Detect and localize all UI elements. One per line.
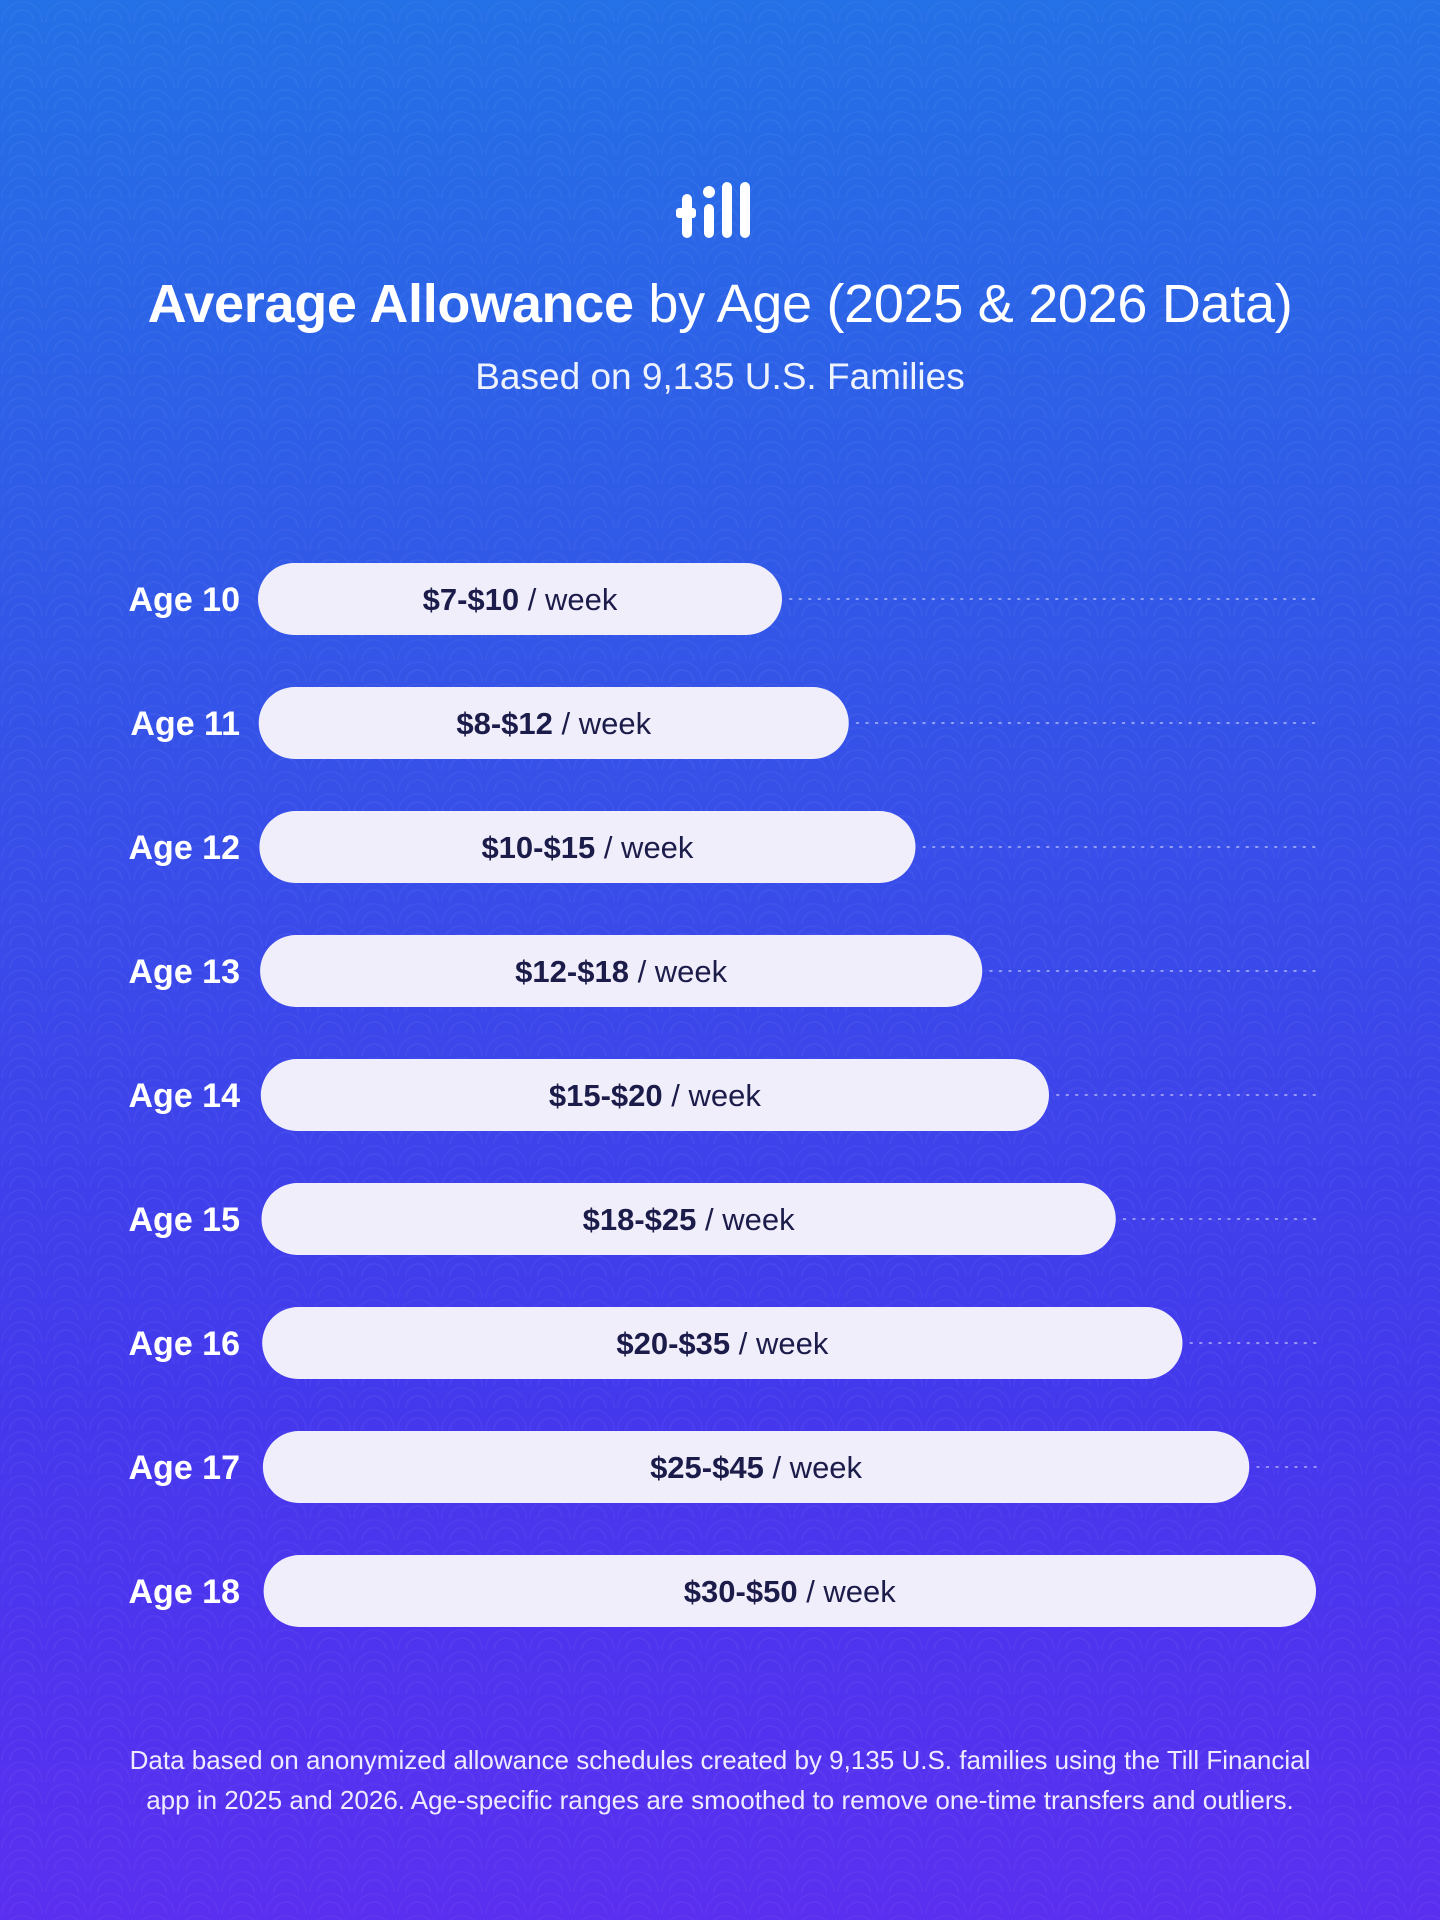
bar-value-label: $7-$10 / week — [423, 582, 618, 617]
bar-value-label: $15-$20 / week — [549, 1078, 761, 1113]
page-subtitle: Based on 9,135 U.S. Families — [475, 356, 965, 397]
allowance-bar — [261, 1183, 1116, 1255]
till-logo-icon: till — [676, 182, 750, 238]
allowance-bar — [262, 1307, 1183, 1379]
title-bold-part: Average Allowance — [147, 274, 634, 334]
allowance-bar — [258, 687, 849, 759]
age-label: Age 12 — [129, 829, 241, 867]
age-label: Age 11 — [130, 705, 240, 743]
allowance-bar — [260, 935, 983, 1007]
allowance-bar — [259, 811, 916, 883]
age-label: Age 16 — [129, 1325, 241, 1363]
bar-value-label: $18-$25 / week — [583, 1202, 795, 1237]
age-label: Age 13 — [129, 953, 241, 991]
age-label: Age 15 — [129, 1201, 241, 1239]
bar-value-label: $12-$18 / week — [515, 954, 727, 989]
bar-value-label: $8-$12 / week — [456, 706, 651, 741]
age-label: Age 14 — [129, 1077, 241, 1115]
allowance-bar — [260, 1059, 1049, 1131]
bar-value-label: $25-$45 / week — [650, 1450, 862, 1485]
allowance-bar — [263, 1555, 1317, 1627]
bar-value-label: $10-$15 / week — [481, 830, 693, 865]
age-label: Age 17 — [129, 1449, 241, 1487]
bar-value-label: $30-$50 / week — [684, 1574, 896, 1609]
bar-value-label: $20-$35 / week — [616, 1326, 828, 1361]
page-title: Average Allowance by Age (2025 & 2026 Da… — [0, 268, 1440, 340]
allowance-bar — [262, 1431, 1250, 1503]
footer-note-line2: app in 2025 and 2026. Age-specific range… — [146, 1785, 1294, 1815]
footer-note-line1: Data based on anonymized allowance sched… — [129, 1745, 1311, 1775]
allowance-bar — [258, 563, 782, 635]
footer-note: Data based on anonymized allowance sched… — [120, 1740, 1320, 1820]
title-rest-part: by Age (2025 & 2026 Data) — [633, 274, 1293, 334]
age-label: Age 18 — [129, 1573, 241, 1611]
age-label: Age 10 — [129, 581, 241, 619]
